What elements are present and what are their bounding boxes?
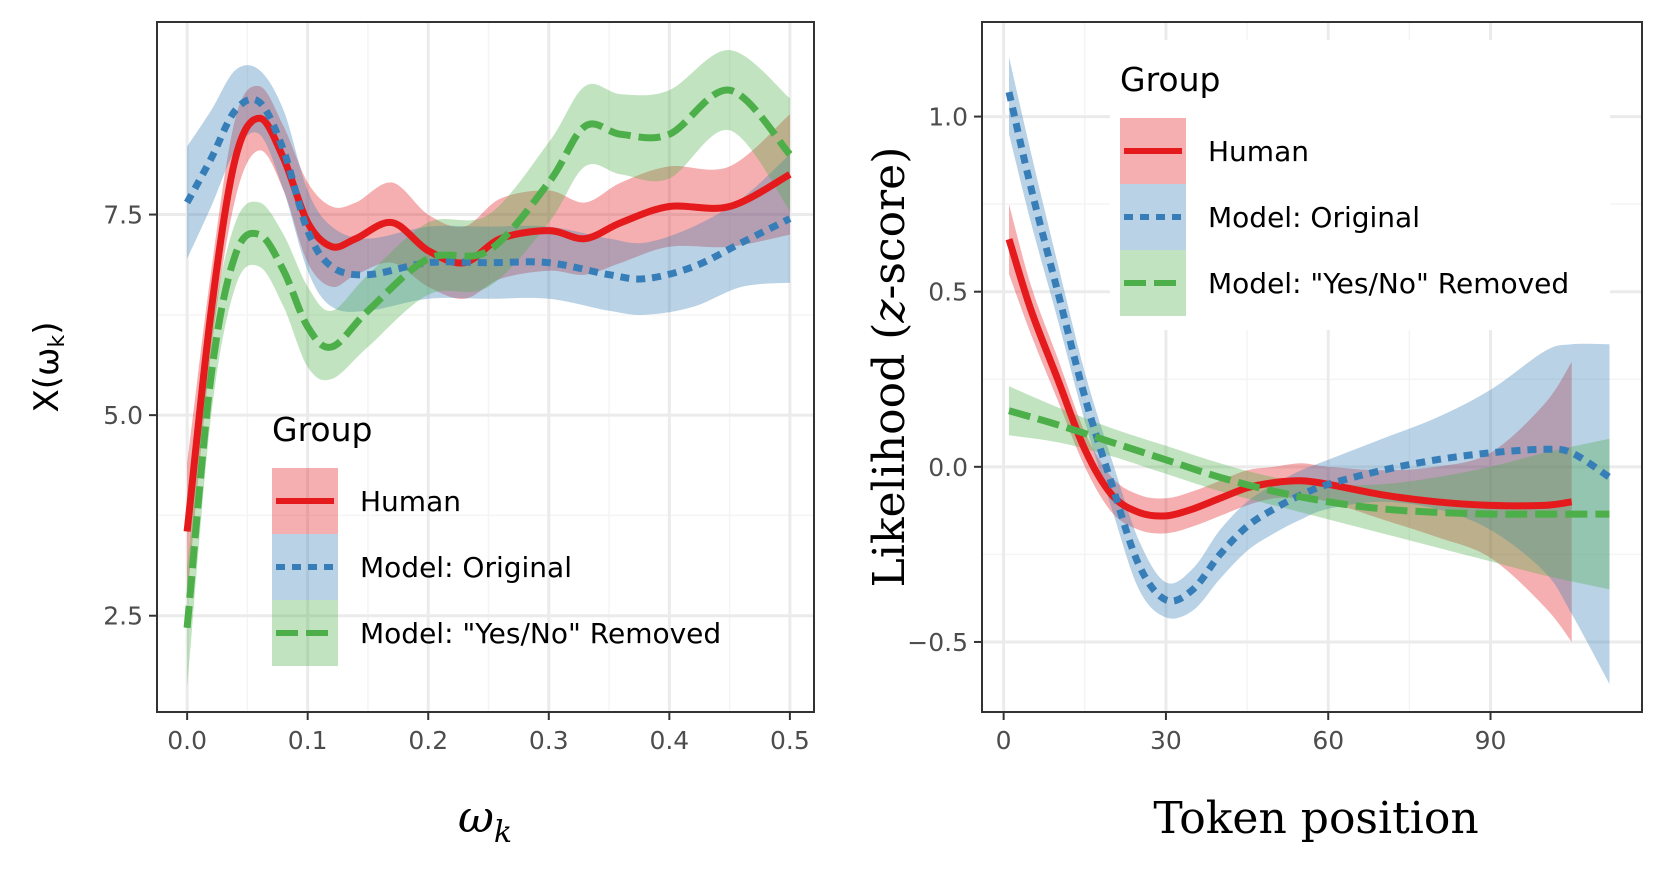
x-tick-label: 0.3 — [529, 726, 569, 755]
left-chart: 0.0 0.1 0.2 0.3 0.4 0.5 2.5 5.0 7.5 ωk X(ωk) Gr… — [27, 21, 815, 850]
x-tick-label: 0 — [996, 726, 1012, 755]
legend-title: Group — [272, 410, 372, 449]
right-chart-panel-border — [981, 21, 1643, 713]
left-chart-y-axis-title: X(ωk) — [27, 321, 70, 412]
x-tick-label: 0.1 — [288, 726, 328, 755]
confidence-band-model-original — [187, 65, 790, 315]
x-tick-label: 0.0 — [167, 726, 207, 755]
legend-label-human: Human — [360, 485, 461, 518]
left-chart-lines — [183, 86, 793, 629]
legend-label-model-yesno: Model: "Yes/No" Removed — [360, 617, 721, 650]
right-chart-lines — [1005, 91, 1612, 605]
series-line-human — [1005, 238, 1573, 520]
y-tick-label: 1.0 — [928, 103, 968, 132]
legend-label-model-original: Model: Original — [1208, 201, 1420, 234]
right-chart-x-ticks: 0 30 60 90 — [996, 712, 1507, 755]
legend-label-model-yesno: Model: "Yes/No" Removed — [1208, 267, 1569, 300]
right-chart-x-axis-title: Token position — [1153, 793, 1478, 844]
right-chart-legend: Group Human Model: Original Model: "Yes/… — [1110, 40, 1610, 330]
x-tick-label: 30 — [1150, 726, 1182, 755]
right-chart-y-axis-title: Likelihood (z-score) — [864, 147, 915, 588]
x-tick-label: 0.5 — [770, 726, 810, 755]
x-tick-label: 0.2 — [408, 726, 448, 755]
legend-label-human: Human — [1208, 135, 1309, 168]
left-chart-x-ticks: 0.0 0.1 0.2 0.3 0.4 0.5 — [167, 712, 810, 755]
left-chart-y-ticks: 2.5 5.0 7.5 — [103, 201, 157, 631]
series-line-human — [183, 114, 792, 532]
y-tick-label: 5.0 — [103, 401, 143, 430]
x-tick-label: 0.4 — [649, 726, 689, 755]
left-chart-legend: Group Human Model: Original Model: "Yes/… — [272, 410, 721, 666]
legend-background — [1110, 40, 1610, 330]
left-chart-x-axis-title: ωk — [458, 792, 512, 850]
confidence-band-model-yes-no-removed — [187, 50, 790, 688]
confidence-band-human — [1009, 204, 1572, 642]
series-line-model-original — [184, 95, 792, 283]
y-tick-label: −0.5 — [907, 628, 968, 657]
x-tick-label: 90 — [1475, 726, 1507, 755]
left-chart-panel-border — [156, 21, 815, 713]
right-chart: 0 30 60 90 −0.5 0.0 0.5 1.0 Token position Lik… — [864, 21, 1643, 844]
y-tick-label: 0.5 — [928, 278, 968, 307]
legend-title: Group — [1120, 60, 1220, 99]
y-tick-label: 7.5 — [103, 201, 143, 230]
x-tick-label: 60 — [1312, 726, 1344, 755]
series-line-model-yes-no-removed — [183, 86, 793, 629]
y-tick-label: 2.5 — [103, 602, 143, 631]
series-line-model-yes-no-removed — [1008, 407, 1610, 518]
right-chart-y-ticks: −0.5 0.0 0.5 1.0 — [907, 103, 982, 657]
series-line-model-original — [1005, 91, 1612, 605]
y-tick-label: 0.0 — [928, 453, 968, 482]
legend-label-model-original: Model: Original — [360, 551, 572, 584]
